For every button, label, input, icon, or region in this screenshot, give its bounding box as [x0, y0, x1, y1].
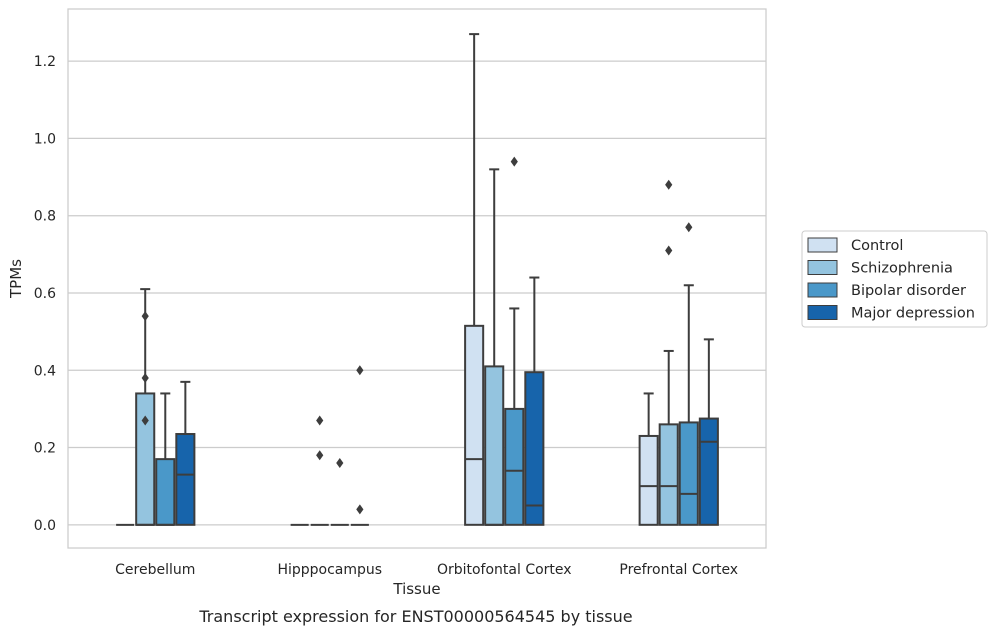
y-tick-label: 1.0 — [34, 131, 56, 147]
legend-label: Schizophrenia — [851, 261, 953, 277]
outlier-point — [665, 179, 673, 190]
legend-swatch — [807, 282, 838, 298]
box-body — [504, 407, 525, 526]
box-group — [464, 33, 485, 526]
outlier-point — [141, 415, 149, 426]
y-tick-label: 0.8 — [34, 209, 56, 225]
box-body — [698, 417, 719, 526]
legend-label: Major depression — [851, 306, 975, 322]
legend-swatch — [807, 305, 838, 320]
legend: Control Schizophrenia Bipolar disorder Majo… — [801, 230, 988, 328]
chart-caption: Transcript expression for ENST0000056454… — [198, 607, 632, 626]
box-group — [350, 365, 369, 526]
y-axis-title: TPMs — [7, 259, 25, 299]
legend-label: Bipolar disorder — [851, 283, 966, 299]
y-tick-label: 0.2 — [34, 441, 56, 457]
x-axis-title: Tissue — [392, 580, 440, 598]
outlier-point — [336, 457, 344, 468]
x-tick-label: Cerebellum — [115, 562, 195, 578]
box-group — [175, 380, 196, 526]
y-tick-label: 0.4 — [34, 363, 56, 379]
outlier-point — [316, 415, 324, 426]
outlier-point — [356, 365, 364, 376]
box-group — [698, 338, 719, 526]
x-tick-label: Prefrontal Cortex — [619, 562, 738, 578]
outlier-point — [510, 156, 518, 167]
box-group — [678, 222, 699, 526]
box-body — [175, 433, 196, 526]
legend-frame — [801, 230, 988, 328]
y-tick-label: 0.6 — [34, 286, 56, 302]
x-tick-label: Orbitofontal Cortex — [437, 562, 572, 578]
box-series — [116, 33, 719, 526]
box-body — [658, 423, 679, 526]
outlier-point — [141, 311, 149, 322]
y-tick-labels: 0.0 0.2 0.4 0.6 0.8 1.0 1.2 — [34, 54, 56, 534]
outlier-point — [685, 222, 693, 233]
box-group — [658, 179, 679, 526]
box-body — [638, 434, 659, 526]
box-group — [504, 156, 525, 526]
outlier-point — [316, 450, 324, 461]
box-group — [310, 415, 329, 526]
legend-swatch — [807, 237, 838, 253]
outlier-point — [141, 372, 149, 383]
plot-frame — [67, 8, 767, 549]
y-tick-label: 0.0 — [34, 518, 56, 534]
box-body — [678, 421, 699, 526]
legend-label: Control — [851, 238, 903, 254]
legend-swatch — [807, 260, 838, 275]
box-group — [484, 168, 505, 526]
outlier-point — [356, 504, 364, 515]
box-group — [524, 276, 545, 526]
box-group — [638, 392, 659, 526]
x-tick-labels: Cerebellum Hipppocampus Orbitofontal Corte… — [115, 562, 738, 578]
box-group — [330, 457, 349, 526]
y-tick-label: 1.2 — [34, 54, 56, 70]
box-body — [135, 392, 156, 526]
outlier-point — [665, 245, 673, 256]
box-group — [135, 288, 156, 526]
box-body — [155, 458, 176, 526]
x-tick-label: Hipppocampus — [277, 562, 382, 578]
box-body — [464, 324, 485, 526]
box-body — [484, 365, 505, 526]
box-group — [155, 392, 176, 526]
box-body — [524, 371, 545, 526]
